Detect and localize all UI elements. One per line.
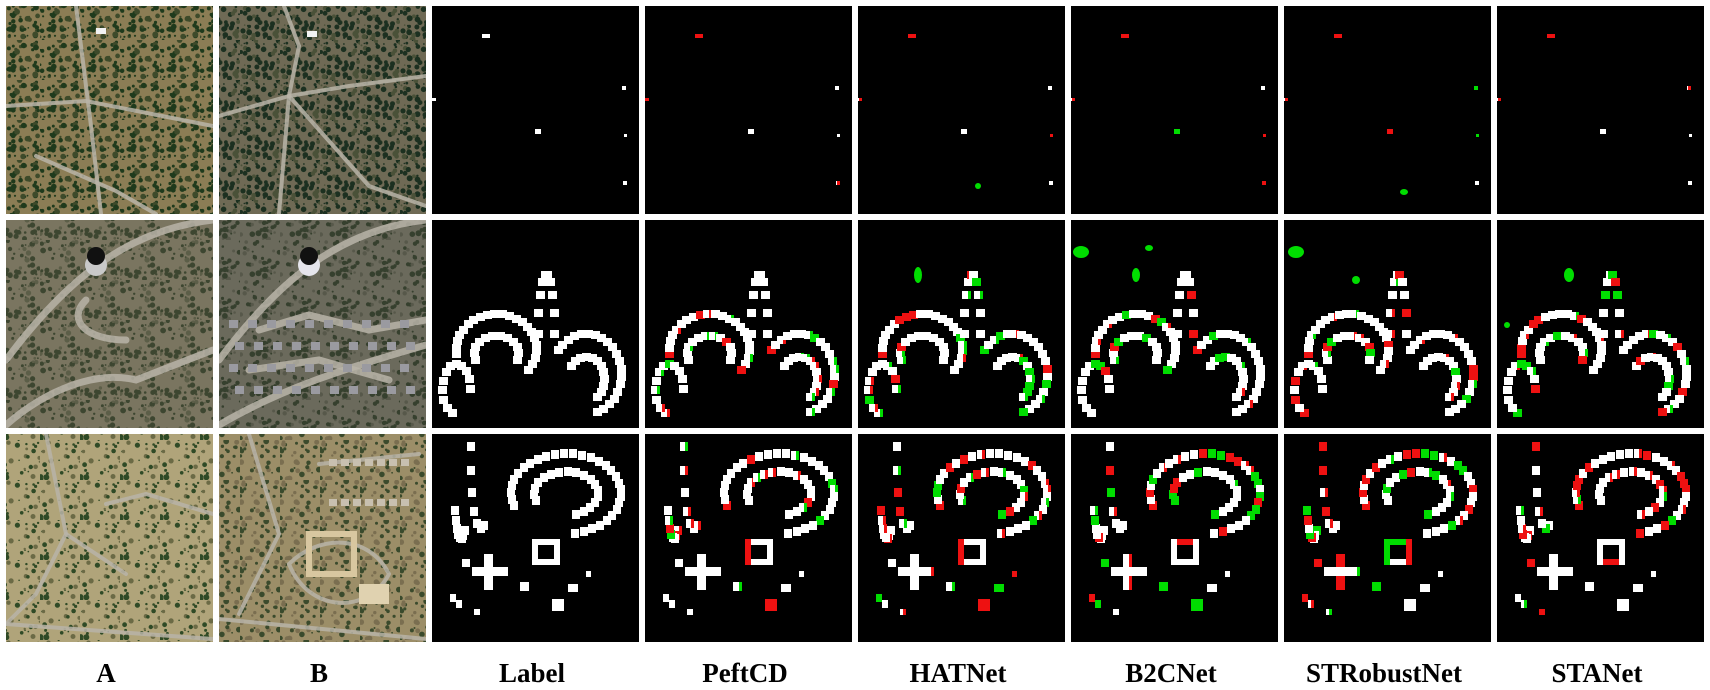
change-map-b2cnet-row-2 bbox=[1071, 220, 1278, 428]
row-divider-2 bbox=[0, 430, 1710, 433]
result-grid bbox=[0, 6, 1710, 642]
change-map-hatnet-row-1 bbox=[858, 6, 1065, 214]
column-label-hatnet: HATNet bbox=[909, 658, 1007, 688]
change-map-strobustnet-row-2 bbox=[1284, 220, 1491, 428]
column-label-label: Label bbox=[498, 658, 565, 688]
aerial-image-b-row-2 bbox=[219, 220, 426, 428]
column-label-a: A bbox=[96, 658, 116, 688]
change-map-label-row-3 bbox=[432, 434, 639, 642]
column-label-b: B bbox=[309, 658, 328, 688]
change-map-peftcd-row-2 bbox=[645, 220, 852, 428]
aerial-image-a-row-3 bbox=[6, 434, 213, 642]
change-map-peftcd-row-3 bbox=[645, 434, 852, 642]
change-map-stanet-row-3 bbox=[1497, 434, 1704, 642]
column-label-peftcd: PeftCD bbox=[702, 658, 788, 688]
change-map-label-row-2 bbox=[432, 220, 639, 428]
column-label-b2cnet: B2CNet bbox=[1125, 658, 1217, 688]
aerial-image-b-row-1 bbox=[219, 6, 426, 214]
row-divider-1 bbox=[0, 216, 1710, 219]
change-map-strobustnet-row-1 bbox=[1284, 6, 1491, 214]
change-map-hatnet-row-3 bbox=[858, 434, 1065, 642]
column-label-strobustnet: STRobustNet bbox=[1305, 658, 1463, 688]
change-map-peftcd-row-1 bbox=[645, 6, 852, 214]
change-map-hatnet-row-2 bbox=[858, 220, 1065, 428]
change-map-stanet-row-2 bbox=[1497, 220, 1704, 428]
change-map-label-row-1 bbox=[432, 6, 639, 214]
change-map-stanet-row-1 bbox=[1497, 6, 1704, 214]
aerial-image-a-row-1 bbox=[6, 6, 213, 214]
aerial-image-b-row-3 bbox=[219, 434, 426, 642]
change-map-strobustnet-row-3 bbox=[1284, 434, 1491, 642]
change-map-b2cnet-row-1 bbox=[1071, 6, 1278, 214]
change-map-b2cnet-row-3 bbox=[1071, 434, 1278, 642]
aerial-image-a-row-2 bbox=[6, 220, 213, 428]
column-label-stanet: STANet bbox=[1551, 658, 1643, 688]
